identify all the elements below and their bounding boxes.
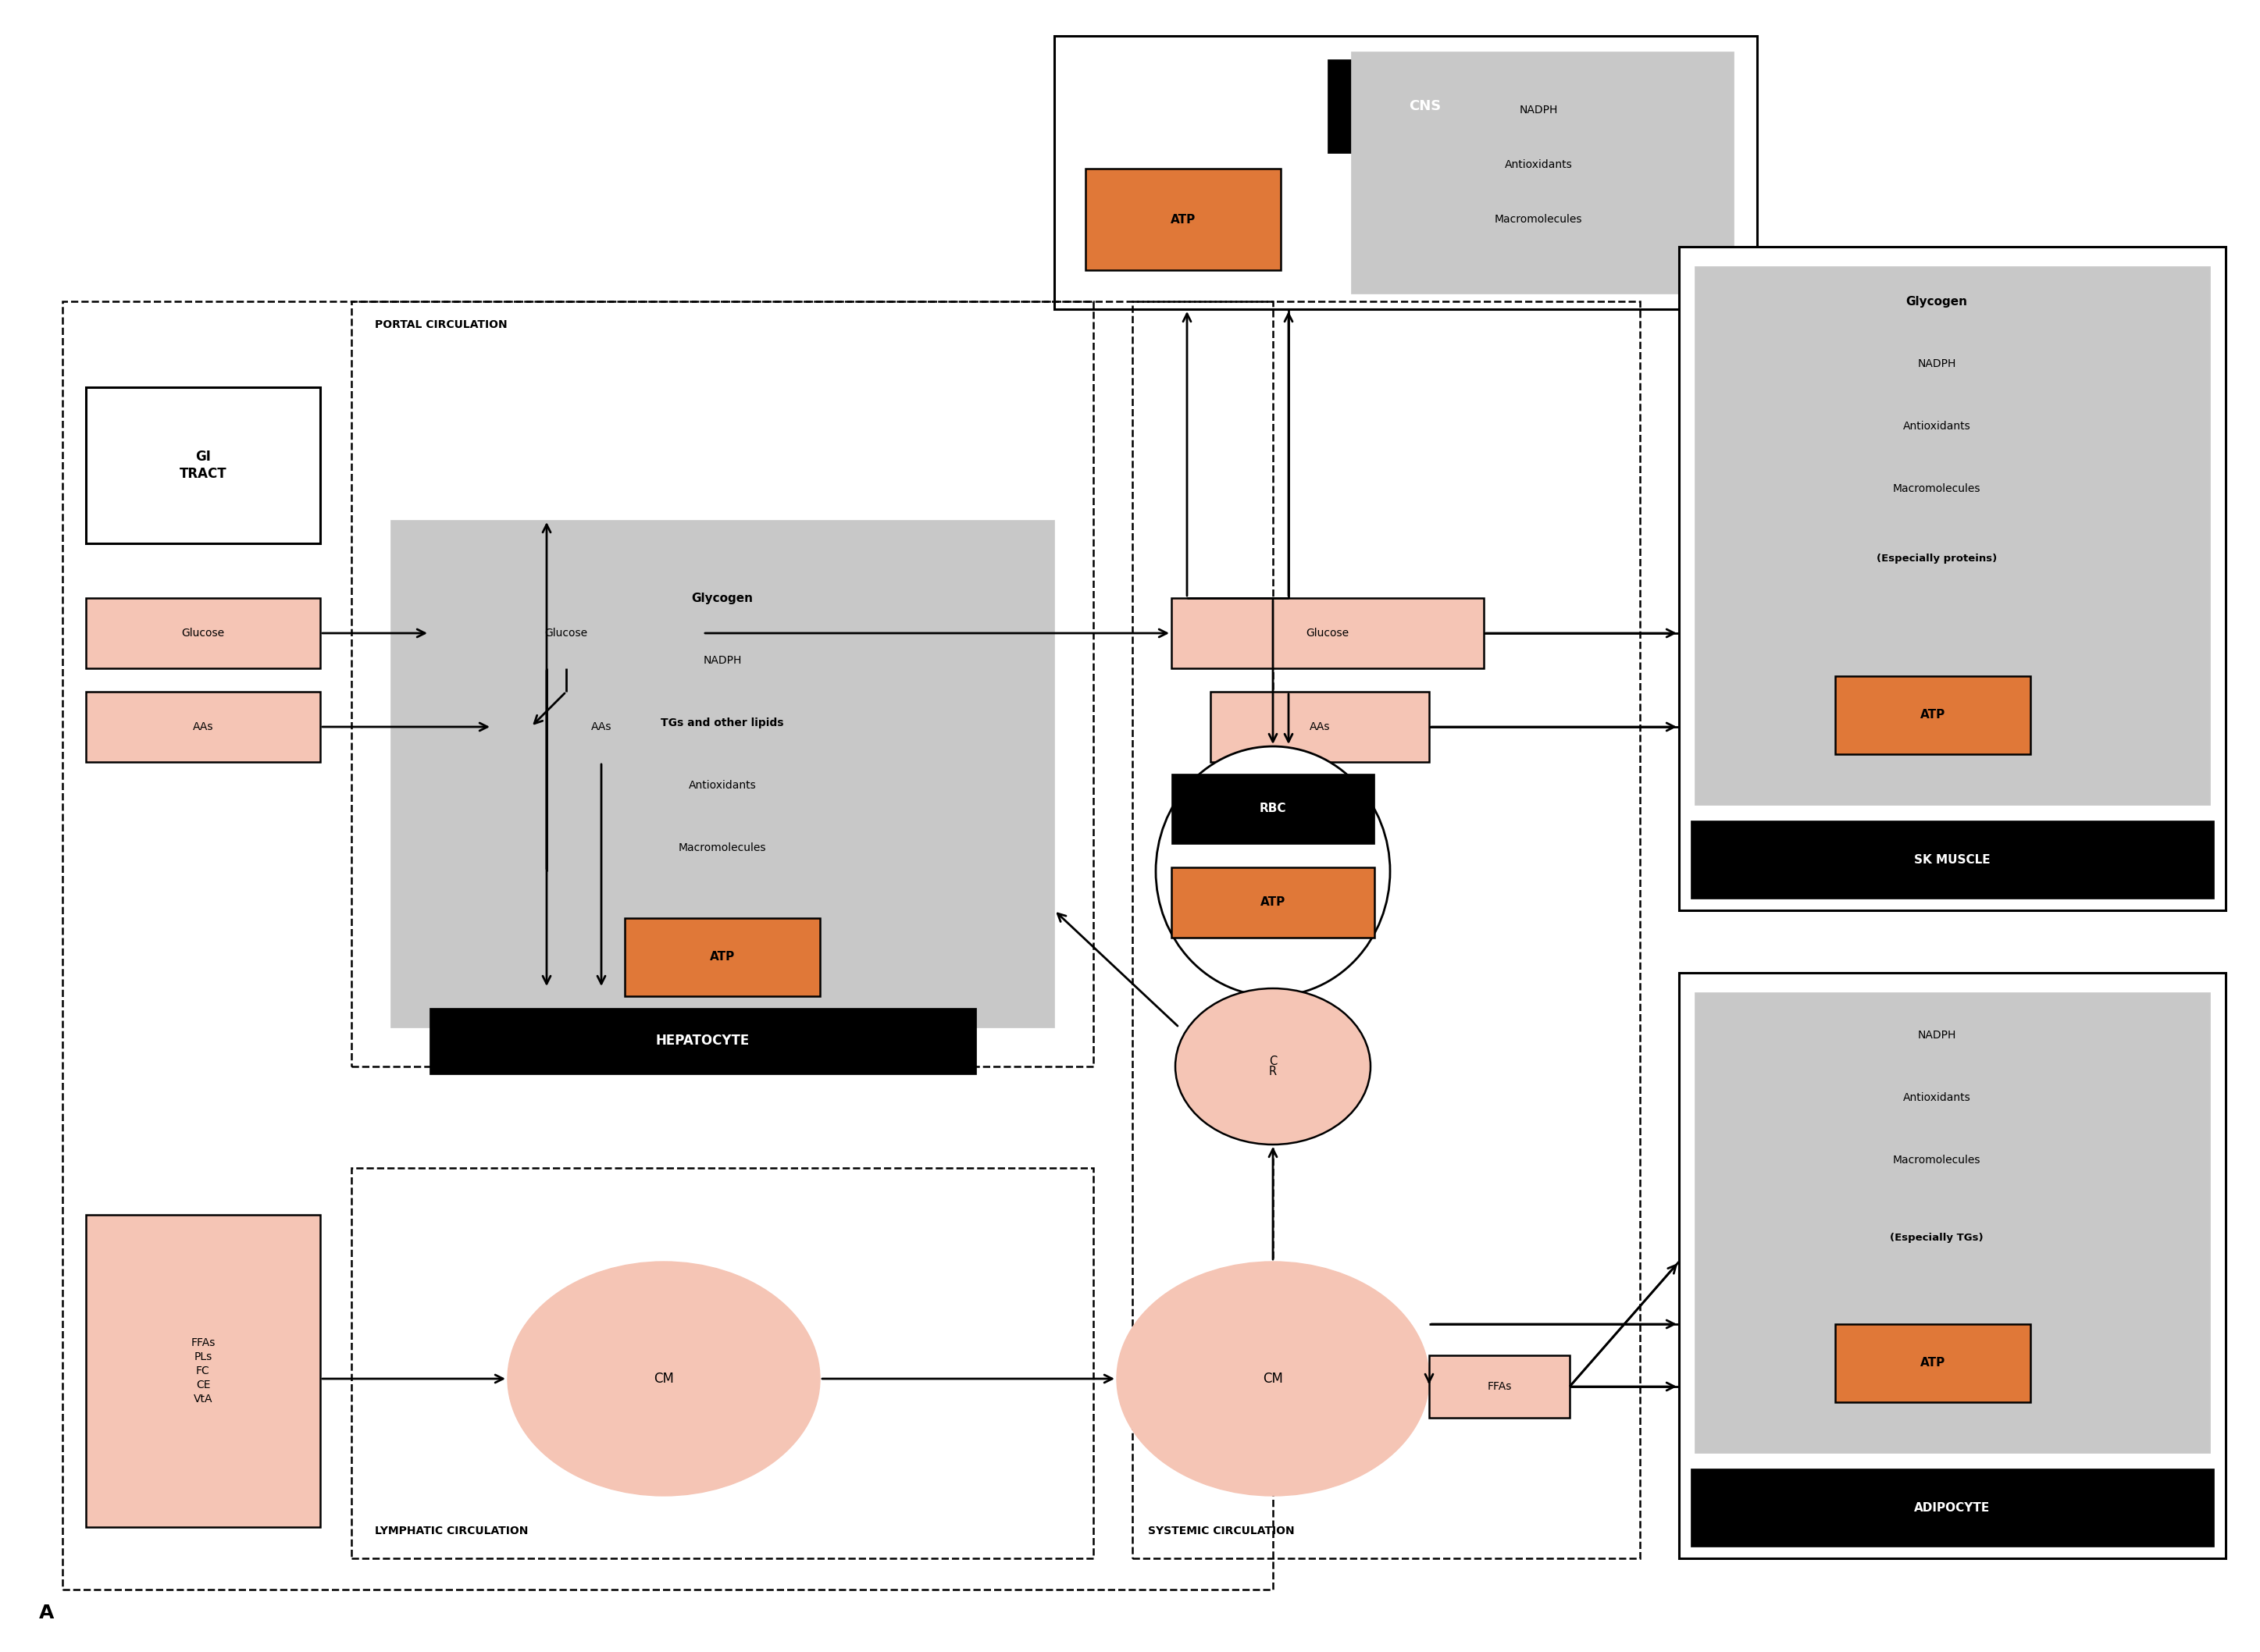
Ellipse shape [1175,988,1370,1145]
Text: Macromolecules: Macromolecules [1894,484,1980,494]
Text: Glucose: Glucose [1306,628,1349,639]
Text: Macromolecules: Macromolecules [1894,1155,1980,1166]
FancyBboxPatch shape [1351,51,1733,294]
Text: LYMPHATIC CIRCULATION: LYMPHATIC CIRCULATION [375,1525,529,1536]
Text: ATP: ATP [1261,897,1286,909]
Ellipse shape [508,1262,820,1495]
Text: Antioxidants: Antioxidants [1903,1092,1971,1104]
Text: FFAs: FFAs [1487,1381,1512,1393]
FancyBboxPatch shape [493,692,710,762]
Text: TGs and other lipids: TGs and other lipids [660,717,784,729]
Text: Glucose: Glucose [181,628,224,639]
FancyBboxPatch shape [86,1214,321,1526]
Text: Glycogen: Glycogen [692,591,753,605]
Ellipse shape [1155,747,1390,996]
Text: SYSTEMIC CIRCULATION: SYSTEMIC CIRCULATION [1148,1525,1295,1536]
Text: Macromolecules: Macromolecules [678,843,766,854]
Text: PORTAL CIRCULATION: PORTAL CIRCULATION [375,319,506,330]
Text: ATP: ATP [1171,213,1196,225]
Text: FFAs
PLs
FC
CE
VtA: FFAs PLs FC CE VtA [190,1338,215,1404]
FancyBboxPatch shape [1690,821,2215,899]
Text: HEPATOCYTE: HEPATOCYTE [655,1034,750,1047]
Text: GI
TRACT: GI TRACT [179,449,226,481]
FancyBboxPatch shape [429,1008,976,1074]
Text: CNS: CNS [1408,99,1442,114]
FancyBboxPatch shape [1695,993,2210,1452]
Text: CM: CM [1263,1371,1284,1386]
FancyBboxPatch shape [1835,1325,2029,1403]
Text: Macromolecules: Macromolecules [1494,213,1582,225]
Text: SK MUSCLE: SK MUSCLE [1914,854,1991,866]
FancyBboxPatch shape [429,598,703,669]
FancyBboxPatch shape [1428,1355,1571,1417]
Text: ATP: ATP [710,952,735,963]
Text: Antioxidants: Antioxidants [689,780,757,791]
FancyBboxPatch shape [624,919,820,996]
Text: NADPH: NADPH [1916,1029,1955,1041]
Text: NADPH: NADPH [1519,104,1557,116]
Text: (Especially proteins): (Especially proteins) [1876,553,1998,563]
Text: AAs: AAs [192,722,212,732]
Text: A: A [38,1604,54,1622]
FancyBboxPatch shape [1171,598,1485,669]
FancyBboxPatch shape [1695,266,2210,805]
Text: Antioxidants: Antioxidants [1903,421,1971,431]
Text: Antioxidants: Antioxidants [1505,159,1573,170]
Text: CM: CM [653,1371,673,1386]
FancyBboxPatch shape [86,692,321,762]
Text: ATP: ATP [1921,1358,1946,1370]
FancyBboxPatch shape [1053,36,1756,309]
Text: AAs: AAs [1309,722,1331,732]
Text: Glycogen: Glycogen [1905,296,1968,307]
Ellipse shape [1116,1262,1428,1495]
FancyBboxPatch shape [1211,692,1428,762]
FancyBboxPatch shape [1171,773,1374,844]
FancyBboxPatch shape [1171,867,1374,938]
FancyBboxPatch shape [1835,676,2029,755]
FancyBboxPatch shape [1085,169,1281,271]
Text: NADPH: NADPH [1916,358,1955,370]
FancyBboxPatch shape [1679,246,2226,910]
FancyBboxPatch shape [86,598,321,669]
FancyBboxPatch shape [1679,973,2226,1558]
Text: ADIPOCYTE: ADIPOCYTE [1914,1502,1991,1513]
Text: NADPH: NADPH [703,656,741,666]
Text: (Especially TGs): (Especially TGs) [1889,1232,1984,1244]
Text: RBC: RBC [1259,803,1286,814]
Text: C
R: C R [1268,1056,1277,1077]
Text: Glucose: Glucose [545,628,588,639]
FancyBboxPatch shape [86,387,321,544]
FancyBboxPatch shape [1690,1469,2215,1546]
Text: ATP: ATP [1921,709,1946,720]
FancyBboxPatch shape [1327,59,1523,154]
Text: AAs: AAs [590,722,612,732]
FancyBboxPatch shape [391,520,1053,1028]
